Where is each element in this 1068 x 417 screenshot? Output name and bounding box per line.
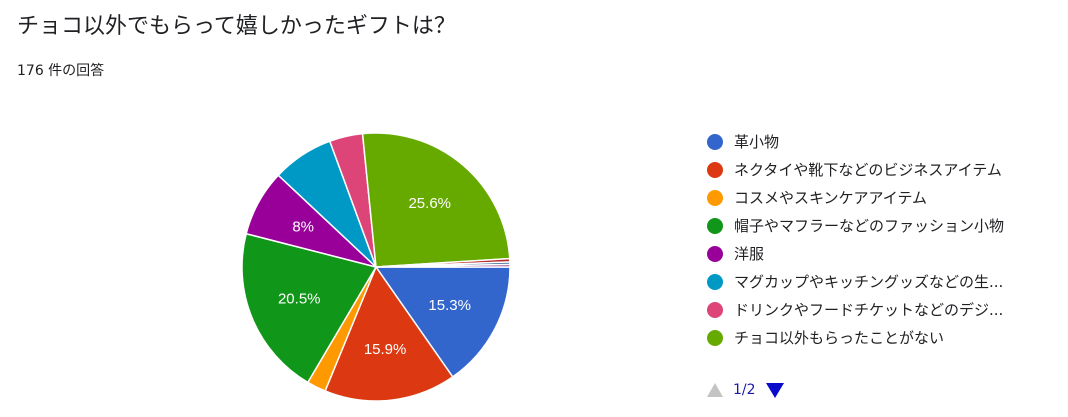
- legend-item: マグカップやキッチングッズなどの生...: [707, 270, 1059, 294]
- slice-value-label: 25.6%: [408, 195, 451, 212]
- legend-color-swatch: [707, 190, 723, 206]
- legend-page-indicator: 1/2: [733, 382, 756, 398]
- legend-item: コスメやスキンケアアイテム: [707, 186, 1059, 210]
- pie-slice[interactable]: [375, 263, 511, 268]
- pie-slice[interactable]: [324, 265, 454, 402]
- next-page-icon[interactable]: [765, 382, 784, 398]
- legend-label: マグカップやキッチングッズなどの生...: [734, 273, 1004, 291]
- legend-pager: 1/2: [707, 382, 784, 398]
- chart-title: チョコ以外でもらって嬉しかったギフトは？: [17, 14, 456, 39]
- pie-slice[interactable]: [374, 266, 511, 378]
- legend-label: 洋服: [734, 245, 765, 263]
- legend-item: チョコ以外もらったことがない: [707, 326, 1059, 350]
- legend-item: ドリンクやフードチケットなどのデジ...: [707, 298, 1059, 322]
- legend-color-swatch: [707, 218, 723, 234]
- legend-label: チョコ以外もらったことがない: [734, 329, 945, 347]
- legend-item: 革小物: [707, 130, 1059, 154]
- legend-label: ドリンクやフードチケットなどのデジ...: [734, 301, 1004, 319]
- slice-value-label: 15.9%: [364, 341, 407, 358]
- legend-color-swatch: [707, 134, 723, 150]
- legend-color-swatch: [707, 274, 723, 290]
- legend-label: 帽子やマフラーなどのファッション小物: [734, 217, 1005, 235]
- pie-slice[interactable]: [241, 232, 378, 384]
- legend-item: ネクタイや靴下などのビジネスアイテム: [707, 158, 1059, 182]
- pie-slice[interactable]: [361, 132, 511, 268]
- legend-label: コスメやスキンケアアイテム: [734, 189, 928, 207]
- legend: 革小物ネクタイや靴下などのビジネスアイテム コスメやスキンケアアイテム帽子やマフラ…: [707, 130, 1059, 354]
- legend-color-swatch: [707, 162, 723, 178]
- legend-color-swatch: [707, 302, 723, 318]
- slice-value-label: 15.3%: [428, 297, 471, 314]
- previous-page-icon: [707, 383, 723, 397]
- legend-label: ネクタイや靴下などのビジネスアイテム: [734, 161, 1002, 179]
- legend-label: 革小物: [734, 133, 780, 151]
- slice-value-label: 20.5%: [278, 290, 321, 307]
- legend-item: 洋服: [707, 242, 1059, 266]
- legend-color-swatch: [707, 330, 723, 346]
- response-count: 176 件の回答: [17, 63, 105, 79]
- legend-color-swatch: [707, 246, 723, 262]
- legend-item: 帽子やマフラーなどのファッション小物: [707, 214, 1059, 238]
- slice-value-label: 8%: [292, 218, 314, 235]
